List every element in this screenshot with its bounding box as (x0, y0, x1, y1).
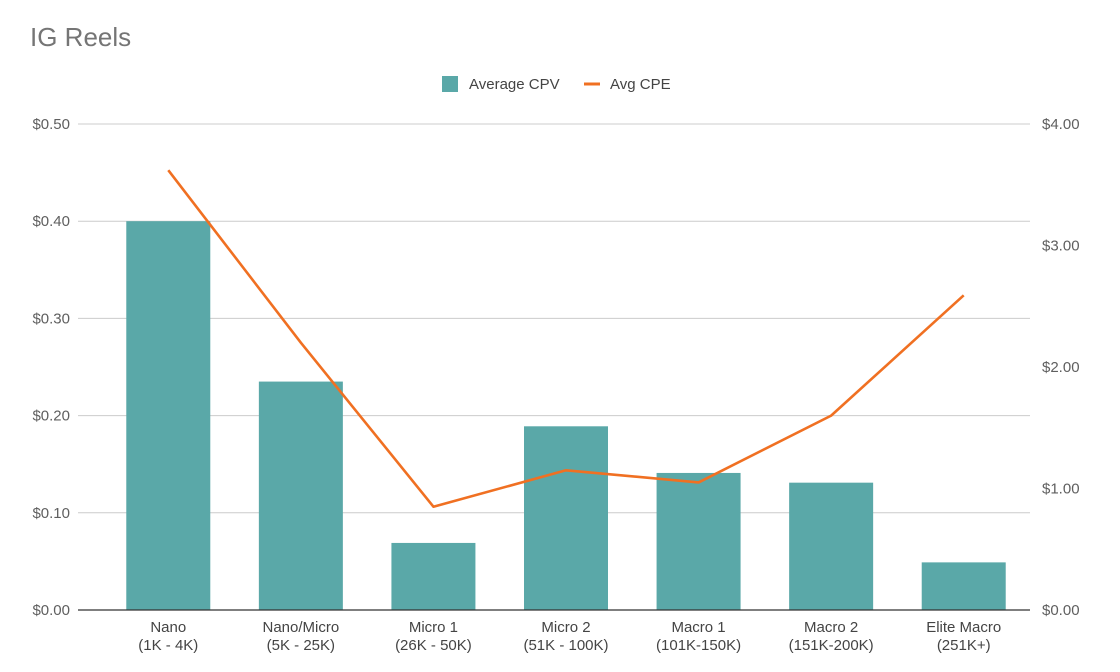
legend-label-average-cpv: Average CPV (469, 76, 560, 93)
left-tick-label: $0.30 (32, 310, 70, 327)
category-label: Elite Macro (926, 619, 1001, 636)
legend-label-avg-cpe: Avg CPE (610, 76, 671, 93)
right-tick-label: $4.00 (1042, 116, 1080, 133)
category-label: Macro 2 (804, 619, 858, 636)
right-tick-label: $3.00 (1042, 238, 1080, 255)
right-tick-label: $0.00 (1042, 602, 1080, 619)
category-sublabel: (151K-200K) (789, 637, 874, 654)
category-label: Macro 1 (671, 619, 725, 636)
bar (921, 562, 1006, 610)
category-label: Micro 2 (541, 619, 590, 636)
bar (258, 381, 343, 610)
left-tick-label: $0.40 (32, 213, 70, 230)
bar (656, 472, 741, 610)
right-tick-label: $2.00 (1042, 359, 1080, 376)
left-tick-label: $0.10 (32, 505, 70, 522)
category-sublabel: (26K - 50K) (395, 637, 472, 654)
category-sublabel: (5K - 25K) (267, 637, 335, 654)
category-label: Nano (150, 619, 186, 636)
left-tick-label: $0.00 (32, 602, 70, 619)
category-sublabel: (51K - 100K) (523, 637, 608, 654)
category-sublabel: (101K-150K) (656, 637, 741, 654)
left-tick-label: $0.50 (32, 116, 70, 133)
category-label: Nano/Micro (263, 619, 340, 636)
bar (126, 221, 211, 610)
legend-swatch-average-cpv (442, 76, 458, 92)
bar (524, 426, 608, 610)
right-tick-label: $1.00 (1042, 481, 1080, 498)
category-sublabel: (1K - 4K) (138, 637, 198, 654)
category-sublabel: (251K+) (937, 637, 991, 654)
bar (789, 482, 874, 610)
bar (391, 542, 476, 610)
left-tick-label: $0.20 (32, 408, 70, 425)
chart-title: IG Reels (30, 22, 132, 52)
category-label: Micro 1 (409, 619, 458, 636)
